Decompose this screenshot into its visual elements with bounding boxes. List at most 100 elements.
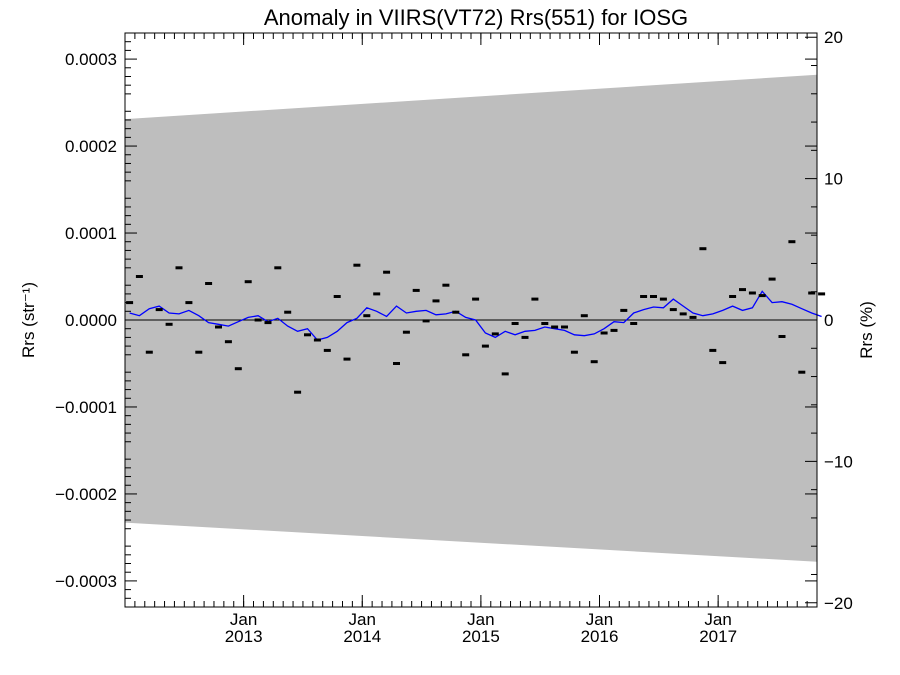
x-tick-year-label: 2013 [225,627,263,646]
data-point [254,318,262,322]
data-point [798,370,806,374]
data-point [481,344,489,348]
y-right-tick-label: 0 [824,311,833,330]
data-point [748,291,756,295]
data-point [432,299,440,303]
x-tick-year-label: 2015 [462,627,500,646]
data-point [383,270,391,274]
y-right-tick-label: −20 [824,594,853,613]
data-point [640,295,648,298]
data-point [145,350,153,354]
running-mean-layer [129,290,822,341]
x-tick-year-label: 2017 [699,627,737,646]
x-tick-year-label: 2014 [343,627,381,646]
x-tick-month-label: Jan [349,610,376,629]
data-point [224,340,232,344]
data-point [729,295,737,298]
data-point [808,291,816,295]
chart-title: Anomaly in VIIRS(VT72) Rrs(551) for IOSG [264,5,688,30]
x-tick-month-label: Jan [230,610,257,629]
data-point [472,297,480,301]
data-point [768,277,776,281]
data-point [501,372,509,376]
data-point [541,322,549,325]
y-right-tick-label: −10 [824,452,853,471]
data-point [284,310,292,314]
data-point [620,308,628,312]
y-right-tick-label: 10 [824,170,843,189]
data-point [244,280,252,284]
data-point [511,322,519,325]
data-point [294,390,302,394]
x-tick-month-label: Jan [704,610,731,629]
y-axis-label-right: Rrs (%) [857,301,876,359]
data-point [264,321,272,325]
data-point [610,328,618,332]
data-point [630,322,638,325]
tick-labels-layer: 0.0003 0.0002 0.0001 0.0000 −0.0001 −0.0002 −0… [55,28,853,646]
data-point [155,308,163,312]
data-point [561,325,568,329]
data-point [333,295,341,298]
y-axis-label-left: Rrs (str⁻¹) [19,282,38,358]
data-point [323,348,331,352]
data-point [165,322,173,326]
y-left-tick-label: 0.0002 [65,137,117,156]
data-point [521,335,529,339]
data-point [709,348,717,352]
data-point [788,240,796,244]
data-point [442,283,450,287]
data-point [304,333,311,337]
y-left-tick-label: −0.0002 [55,485,117,504]
data-point [343,357,351,361]
data-point [491,332,499,336]
data-point [699,247,707,251]
data-point [373,292,381,296]
monthly-points-layer [126,240,826,394]
data-point [778,335,786,338]
x-tick-year-label: 2016 [581,627,619,646]
y-right-tick-label: 20 [824,28,843,47]
y-left-tick-label: 0.0001 [65,224,117,243]
data-point [215,325,222,329]
x-tick-month-label: Jan [467,610,494,629]
data-point [590,360,598,364]
data-point [758,294,766,298]
data-point [719,361,727,365]
data-point [570,350,578,354]
data-point [313,338,321,342]
running-mean-line [129,290,822,341]
data-point [205,282,213,285]
data-point [412,288,420,292]
data-point [600,331,608,335]
y-left-tick-label: −0.0003 [55,572,117,591]
data-point [659,297,667,301]
data-point [363,314,371,318]
data-point [175,266,183,270]
tick-marks-layer [125,33,817,607]
data-point [531,297,539,301]
data-point [422,319,430,323]
data-point [818,292,826,296]
data-point [669,308,677,312]
data-point [679,312,687,316]
data-point [353,263,361,267]
data-point [274,266,282,270]
data-point [393,362,400,365]
data-point [195,350,203,354]
data-point [650,295,657,298]
data-point [135,275,143,278]
y-left-tick-label: 0.0000 [65,311,117,330]
y-left-tick-label: 0.0003 [65,50,117,69]
data-point [551,325,559,329]
data-point [452,310,460,314]
y-left-tick-label: −0.0001 [55,398,117,417]
data-point [234,367,242,371]
data-point [462,353,470,357]
data-point [185,301,193,305]
data-point [580,314,588,318]
data-point [739,288,746,292]
data-point [402,330,410,334]
data-point [689,315,697,319]
